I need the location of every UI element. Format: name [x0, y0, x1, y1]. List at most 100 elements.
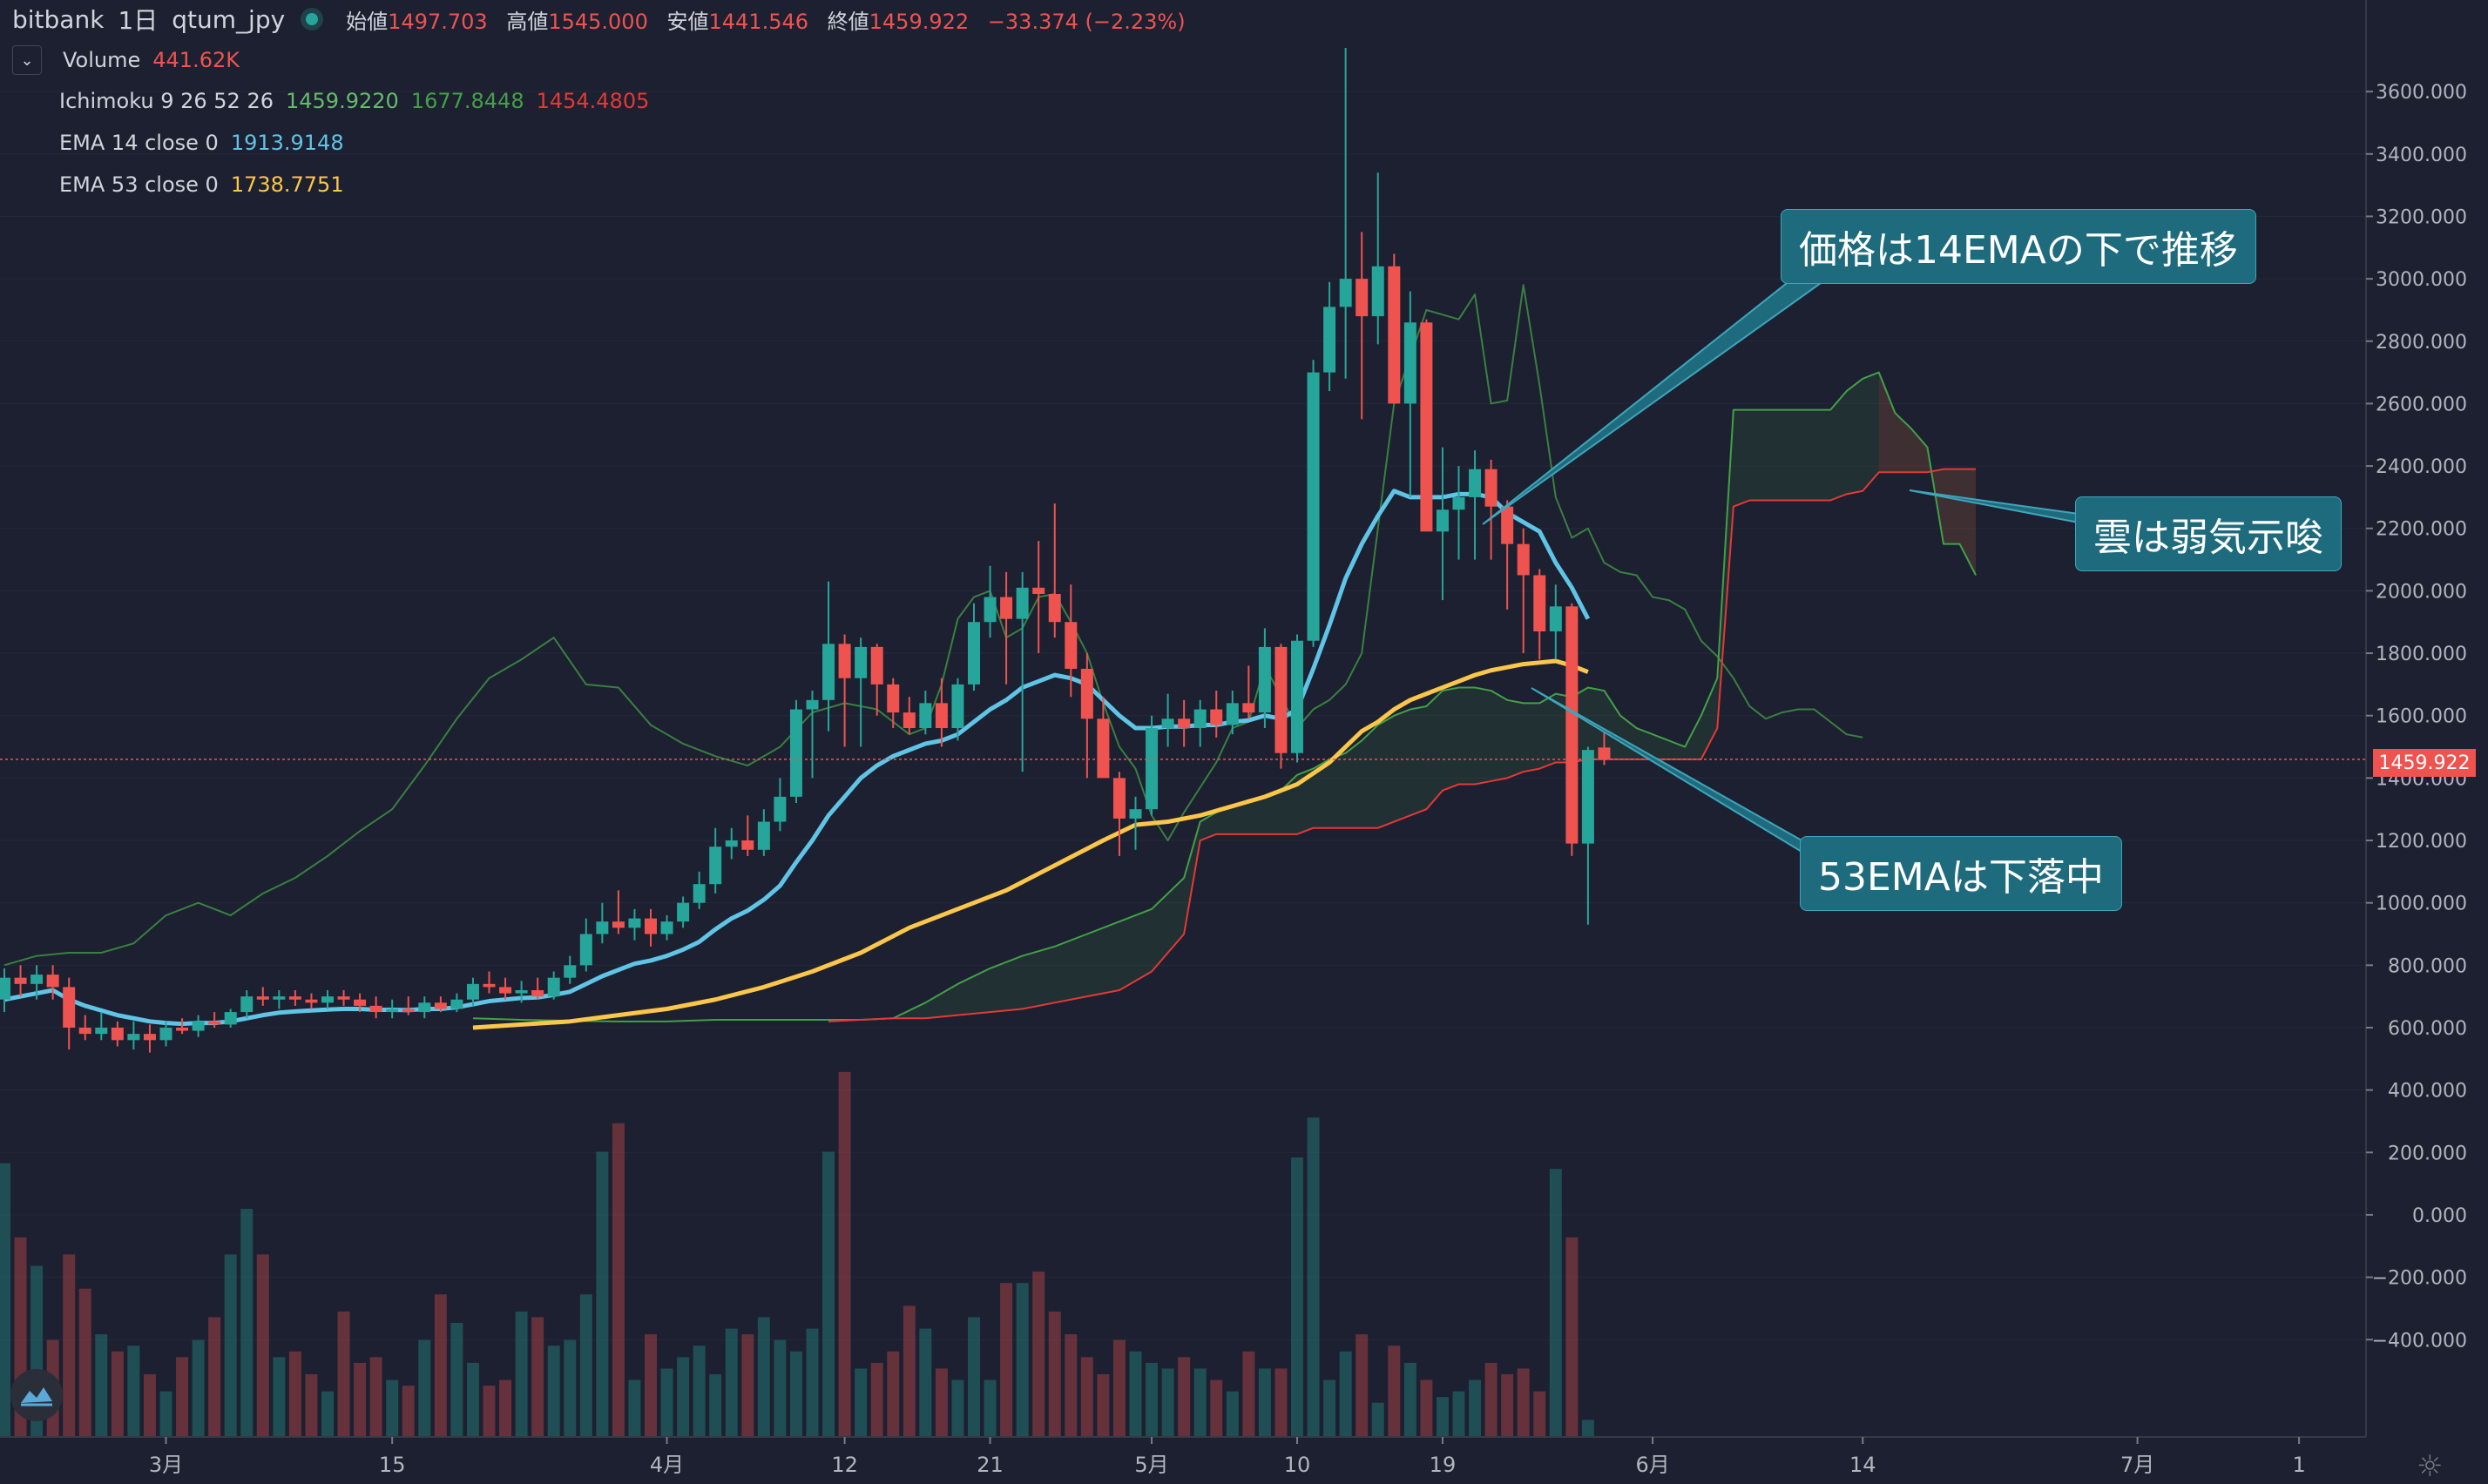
price-tick-label: 2200.000 [2376, 519, 2467, 541]
callout-ema14[interactable]: 価格は14EMAの下で推移 [1781, 209, 2256, 284]
volume-bar [1517, 1368, 1530, 1437]
volume-bar [354, 1362, 367, 1437]
candle-body [1048, 593, 1061, 623]
price-tick-label: 2000.000 [2376, 581, 2467, 603]
legend-volume[interactable]: ⌄ Volume 441.62K [12, 45, 240, 75]
candle-body [192, 1021, 205, 1031]
candle-body [774, 796, 787, 822]
volume-bar [1146, 1362, 1159, 1437]
candle-body [1501, 506, 1514, 544]
candle-body [789, 709, 802, 797]
candle-body [628, 918, 641, 928]
volume-bar [774, 1339, 787, 1437]
interval-label[interactable]: 1日 [118, 6, 159, 35]
volume-bar [1484, 1362, 1498, 1437]
gear-icon[interactable]: ☼ [2417, 1449, 2444, 1484]
ichimoku-cloud [828, 372, 1977, 1022]
volume-bar [1161, 1368, 1174, 1437]
price-tick-label: 0.000 [2412, 1205, 2467, 1227]
callout-ema53[interactable]: 53EMAは下落中 [1800, 836, 2122, 911]
ichimoku-value-2: 1677.8448 [410, 89, 524, 113]
volume-bar [1000, 1283, 1013, 1437]
volume-bar [1291, 1157, 1303, 1437]
volume-bar [612, 1123, 625, 1437]
candle-body [127, 1034, 140, 1041]
price-tick-label: 3000.000 [2376, 269, 2467, 291]
volume-bar [95, 1334, 108, 1437]
volume-bar [1065, 1334, 1078, 1437]
candle-body [240, 996, 254, 1013]
candle-body [159, 1027, 172, 1041]
time-tick-label: 7月 [2120, 1453, 2154, 1477]
tradingview-logo-icon[interactable] [10, 1369, 63, 1421]
candle-body [547, 977, 560, 997]
volume-bar [919, 1328, 932, 1437]
candle-body [1436, 509, 1449, 532]
volume-bar [1129, 1351, 1142, 1437]
price-tick-label: −400.000 [2372, 1330, 2467, 1352]
legend-ichimoku[interactable]: Ichimoku 9 26 52 26 1459.9220 1677.8448 … [59, 89, 649, 113]
volume-bar [789, 1351, 802, 1437]
time-tick-label: 3月 [149, 1453, 183, 1477]
chevron-down-icon[interactable]: ⌄ [12, 45, 42, 75]
legend-ema53[interactable]: EMA 53 close 0 1738.7751 [59, 172, 344, 197]
candle-body [321, 996, 334, 1003]
candle-body [1452, 496, 1465, 510]
volume-bar [1452, 1391, 1465, 1437]
ichimoku-value-3: 1454.4805 [536, 89, 650, 113]
candle-body [483, 983, 496, 988]
candle-body [1000, 597, 1013, 619]
exchange-name: bitbank [12, 4, 105, 34]
legend-ema14[interactable]: EMA 14 close 0 1913.9148 [59, 131, 344, 155]
volume-bar [256, 1254, 269, 1437]
market-status-icon [306, 13, 319, 25]
candle-body [78, 1027, 91, 1035]
candle-body [1565, 606, 1579, 844]
candle-body [741, 840, 754, 850]
volume-bar [78, 1288, 91, 1437]
volume-bar [596, 1151, 609, 1437]
candle-body [515, 989, 528, 994]
volume-bar [159, 1391, 172, 1437]
candle-body [1242, 703, 1255, 713]
ichimoku-value-1: 1459.9220 [286, 89, 399, 113]
candle-body [1080, 668, 1093, 719]
volume-bar [1533, 1391, 1546, 1437]
volume-bar [1307, 1117, 1320, 1437]
candle-body [1032, 587, 1045, 594]
candle-body [596, 921, 609, 934]
volume-bar [1581, 1420, 1594, 1437]
volume-bar [402, 1386, 415, 1437]
volume-bar [709, 1373, 722, 1437]
candle-body [984, 597, 997, 623]
callout-cloud[interactable]: 雲は弱気示唆 [2075, 496, 2342, 571]
price-tick-label: −200.000 [2372, 1268, 2467, 1290]
candle-body [806, 699, 819, 710]
volume-bar [660, 1368, 673, 1437]
symbol-name[interactable]: qtum_jpy [172, 4, 286, 34]
volume-bar [1356, 1334, 1369, 1437]
candle-body [63, 987, 76, 1028]
ema53-name: EMA 53 close 0 [59, 172, 219, 197]
candle-body [1388, 266, 1401, 404]
cloud-fill [828, 372, 1977, 1022]
volume-bar [1097, 1373, 1110, 1437]
candle-body [176, 1027, 189, 1031]
volume-bar [951, 1379, 964, 1437]
volume-bar [757, 1317, 770, 1437]
candle-body [1178, 718, 1191, 729]
volume-bar [628, 1379, 641, 1437]
price-tick-label: 3200.000 [2376, 206, 2467, 228]
chikou-line [3, 284, 1863, 967]
candle-body [1581, 750, 1594, 844]
time-tick-label: 19 [1430, 1453, 1457, 1477]
volume-bar [725, 1328, 738, 1437]
candle-body [709, 847, 722, 885]
candle-body [46, 975, 59, 988]
volume-bar [176, 1357, 189, 1437]
volume-bar [935, 1368, 948, 1437]
volume-bar [1112, 1339, 1126, 1437]
candle-body [386, 1008, 399, 1013]
